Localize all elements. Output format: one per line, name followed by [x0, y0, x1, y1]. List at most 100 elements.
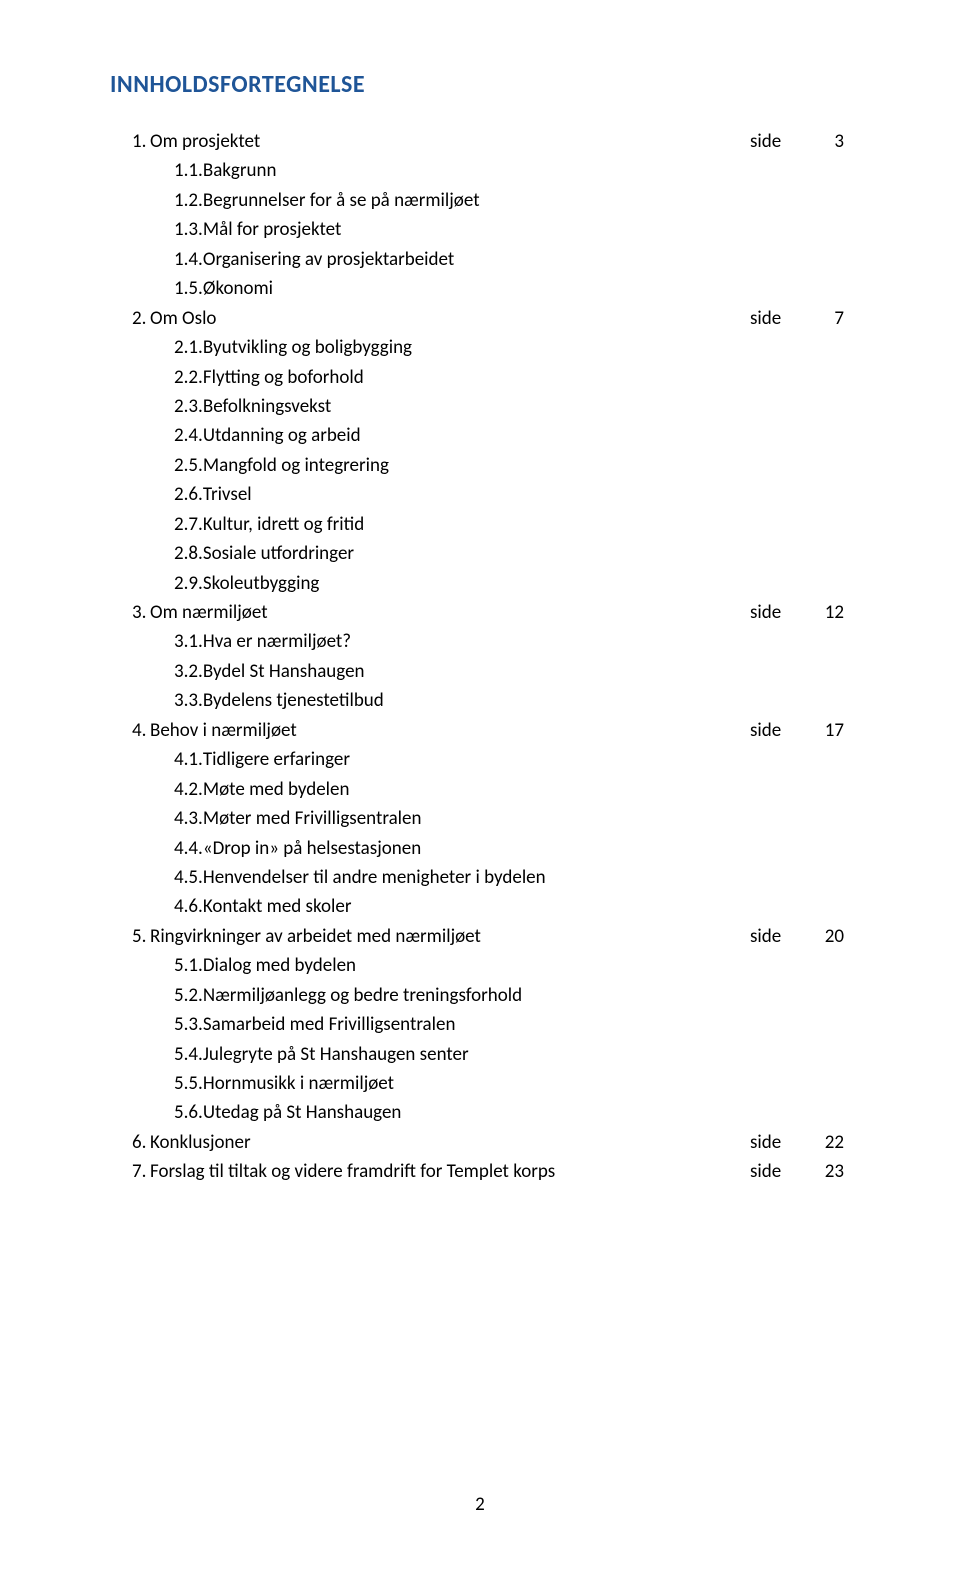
toc-subsection-row: 3.3.Bydelens tjenestetilbud	[110, 686, 850, 715]
toc-subsection-row: 2.7.Kultur, idrett og fritid	[110, 510, 850, 539]
toc-subsection-number: 2.2.	[110, 363, 203, 392]
toc-subsection-number: 4.2.	[110, 775, 203, 804]
toc-subsection-row: 4.3.Møter med Frivilligsentralen	[110, 804, 850, 833]
toc-side-label: side	[750, 1157, 810, 1186]
toc-subsection-row: 2.4.Utdanning og arbeid	[110, 421, 850, 450]
toc-subsection-title: Dialog med bydelen	[203, 951, 850, 980]
toc-subsection-title: Tidligere erfaringer	[203, 745, 850, 774]
toc-section-title: Om Oslo	[150, 304, 750, 333]
toc-subsection-row: 2.5.Mangfold og integrering	[110, 451, 850, 480]
toc-page-number: 20	[810, 922, 850, 951]
toc-subsection-title: Samarbeid med Frivilligsentralen	[203, 1010, 850, 1039]
toc-subsection-title: Kultur, idrett og fritid	[203, 510, 850, 539]
toc-subsection-number: 1.1.	[110, 156, 203, 185]
toc-subsection-row: 4.6.Kontakt med skoler	[110, 892, 850, 921]
toc-section-number: 7.	[110, 1157, 150, 1186]
toc-section-number: 1.	[110, 127, 150, 156]
toc-subsection-row: 3.2.Bydel St Hanshaugen	[110, 657, 850, 686]
toc-subsection-number: 1.3.	[110, 215, 203, 244]
toc-subsection-title: Møte med bydelen	[203, 775, 850, 804]
toc-side-label: side	[750, 304, 810, 333]
toc-subsection-number: 2.8.	[110, 539, 203, 568]
toc-section-number: 4.	[110, 716, 150, 745]
toc-subsection-number: 1.2.	[110, 186, 203, 215]
toc-subsection-title: Hva er nærmiljøet?	[203, 627, 850, 656]
toc-subsection-row: 4.5.Henvendelser til andre menigheter i …	[110, 863, 850, 892]
toc-subsection-number: 5.2.	[110, 981, 203, 1010]
toc-page-number: 22	[810, 1128, 850, 1157]
toc-subsection-number: 2.9.	[110, 569, 203, 598]
toc-subsection-row: 5.3.Samarbeid med Frivilligsentralen	[110, 1010, 850, 1039]
toc-section-title: Konklusjoner	[150, 1128, 750, 1157]
toc-section-row: 4.Behov i nærmiljøetside17	[110, 716, 850, 745]
toc-subsection-row: 2.6.Trivsel	[110, 480, 850, 509]
toc-subsection-row: 1.3.Mål for prosjektet	[110, 215, 850, 244]
toc-side-label: side	[750, 127, 810, 156]
toc-side-label: side	[750, 1128, 810, 1157]
toc-subsection-row: 3.1.Hva er nærmiljøet?	[110, 627, 850, 656]
page-title: INNHOLDSFORTEGNELSE	[110, 70, 850, 99]
toc-subsection-number: 2.7.	[110, 510, 203, 539]
toc-subsection-title: Julegryte på St Hanshaugen senter	[203, 1040, 850, 1069]
toc-subsection-title: Begrunnelser for å se på nærmiljøet	[203, 186, 850, 215]
toc-page-number: 3	[810, 127, 850, 156]
toc-section-title: Om prosjektet	[150, 127, 750, 156]
toc-subsection-title: Hornmusikk i nærmiljøet	[203, 1069, 850, 1098]
toc-subsection-row: 5.2.Nærmiljøanlegg og bedre treningsforh…	[110, 981, 850, 1010]
toc-subsection-row: 1.5.Økonomi	[110, 274, 850, 303]
toc-subsection-row: 5.5.Hornmusikk i nærmiljøet	[110, 1069, 850, 1098]
toc-section-row: 7.Forslag til tiltak og videre framdrift…	[110, 1157, 850, 1186]
document-page: INNHOLDSFORTEGNELSE 1.Om prosjektetside3…	[0, 0, 960, 1572]
toc-subsection-number: 3.2.	[110, 657, 203, 686]
table-of-contents: 1.Om prosjektetside31.1.Bakgrunn1.2.Begr…	[110, 127, 850, 1187]
toc-subsection-title: Skoleutbygging	[203, 569, 850, 598]
toc-section-number: 6.	[110, 1128, 150, 1157]
toc-page-number: 23	[810, 1157, 850, 1186]
toc-subsection-number: 5.3.	[110, 1010, 203, 1039]
toc-subsection-title: Mangfold og integrering	[203, 451, 850, 480]
toc-subsection-title: Byutvikling og boligbygging	[203, 333, 850, 362]
toc-subsection-row: 1.4.Organisering av prosjektarbeidet	[110, 245, 850, 274]
toc-subsection-row: 5.1.Dialog med bydelen	[110, 951, 850, 980]
toc-subsection-row: 2.2.Flytting og boforhold	[110, 363, 850, 392]
toc-subsection-title: Økonomi	[203, 274, 850, 303]
toc-subsection-title: Organisering av prosjektarbeidet	[203, 245, 850, 274]
toc-subsection-title: Sosiale utfordringer	[203, 539, 850, 568]
toc-subsection-number: 3.3.	[110, 686, 203, 715]
toc-section-row: 1.Om prosjektetside3	[110, 127, 850, 156]
toc-section-row: 6.Konklusjonerside22	[110, 1128, 850, 1157]
toc-section-title: Ringvirkninger av arbeidet med nærmiljøe…	[150, 922, 750, 951]
toc-subsection-row: 5.6.Utedag på St Hanshaugen	[110, 1098, 850, 1127]
toc-subsection-number: 1.4.	[110, 245, 203, 274]
toc-subsection-title: Bydelens tjenestetilbud	[203, 686, 850, 715]
toc-subsection-number: 4.3.	[110, 804, 203, 833]
toc-subsection-number: 4.1.	[110, 745, 203, 774]
toc-subsection-title: Henvendelser til andre menigheter i byde…	[203, 863, 850, 892]
toc-subsection-row: 5.4.Julegryte på St Hanshaugen senter	[110, 1040, 850, 1069]
toc-subsection-title: Kontakt med skoler	[203, 892, 850, 921]
toc-subsection-number: 1.5.	[110, 274, 203, 303]
toc-subsection-title: Bydel St Hanshaugen	[203, 657, 850, 686]
toc-subsection-number: 4.5.	[110, 863, 203, 892]
toc-subsection-row: 2.3.Befolkningsvekst	[110, 392, 850, 421]
toc-subsection-number: 2.4.	[110, 421, 203, 450]
toc-section-number: 3.	[110, 598, 150, 627]
toc-page-number: 12	[810, 598, 850, 627]
toc-subsection-row: 2.9.Skoleutbygging	[110, 569, 850, 598]
toc-side-label: side	[750, 598, 810, 627]
toc-section-title: Behov i nærmiljøet	[150, 716, 750, 745]
toc-subsection-title: Utedag på St Hanshaugen	[203, 1098, 850, 1127]
toc-subsection-number: 4.6.	[110, 892, 203, 921]
toc-subsection-title: Trivsel	[203, 480, 850, 509]
toc-subsection-number: 5.4.	[110, 1040, 203, 1069]
toc-subsection-number: 3.1.	[110, 627, 203, 656]
toc-subsection-title: Bakgrunn	[203, 156, 850, 185]
toc-subsection-title: «Drop in» på helsestasjonen	[203, 834, 850, 863]
toc-subsection-row: 4.1.Tidligere erfaringer	[110, 745, 850, 774]
toc-subsection-row: 4.4.«Drop in» på helsestasjonen	[110, 834, 850, 863]
toc-subsection-number: 2.3.	[110, 392, 203, 421]
toc-side-label: side	[750, 922, 810, 951]
toc-section-row: 2.Om Osloside7	[110, 304, 850, 333]
toc-side-label: side	[750, 716, 810, 745]
toc-subsection-title: Flytting og boforhold	[203, 363, 850, 392]
